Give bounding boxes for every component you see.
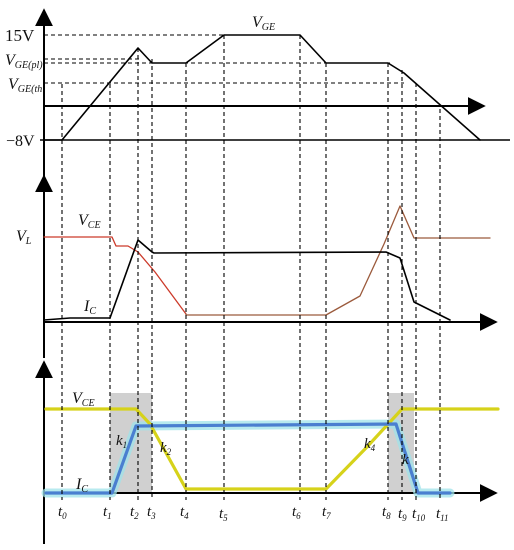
time-label-t11: t11: [436, 506, 449, 523]
label-ic-sim: IC: [75, 476, 88, 495]
time-label-t6: t6: [292, 504, 301, 521]
time-label-t7: t7: [322, 504, 331, 521]
vce-sim-waveform: [44, 407, 500, 491]
slope-k1: k1: [116, 433, 127, 450]
time-labels: t0 t1 t2 t3 t4 t5 t6 t7 t8 t9 t10 t11: [58, 504, 449, 523]
label-vl: VL: [16, 228, 32, 247]
time-label-t0: t0: [58, 504, 67, 521]
simulated-switching-panel: VCE IC k1 k2 k4 k: [35, 360, 500, 544]
vce-ideal-falling: [43, 236, 187, 315]
ic-sim-waveform: [44, 422, 452, 495]
time-label-t1: t1: [103, 504, 112, 521]
label-neg8v: −8V: [6, 133, 35, 150]
ideal-switching-panel: VL VCE IC: [16, 174, 498, 358]
time-label-t2: t2: [130, 504, 139, 521]
slope-k5: k: [402, 452, 409, 468]
time-label-t10: t10: [412, 506, 426, 523]
slope-k2: k2: [160, 440, 172, 457]
time-label-t8: t8: [382, 504, 391, 521]
time-markers: [61, 35, 441, 500]
label-vce-sim: VCE: [72, 390, 95, 409]
label-vge-th: VGE(th: [8, 76, 42, 95]
time-label-t3: t3: [147, 504, 156, 521]
ic-ideal-waveform: [43, 239, 451, 321]
time-label-t4: t4: [180, 504, 189, 521]
vge-waveform: [43, 34, 481, 141]
label-ic-ideal: IC: [83, 298, 96, 317]
label-vce-ideal: VCE: [78, 212, 101, 231]
label-15v: 15V: [5, 26, 35, 45]
label-vge-pl: VGE(pl): [5, 52, 43, 71]
time-label-t5: t5: [219, 506, 228, 523]
time-label-t9: t9: [398, 506, 407, 523]
label-vge-wave: VGE: [252, 14, 275, 33]
gate-voltage-panel: 15V −8V VGE(pl) VGE(th VGE: [5, 8, 510, 186]
vce-ideal-rising: [185, 205, 491, 316]
slope-k4: k4: [364, 436, 376, 453]
